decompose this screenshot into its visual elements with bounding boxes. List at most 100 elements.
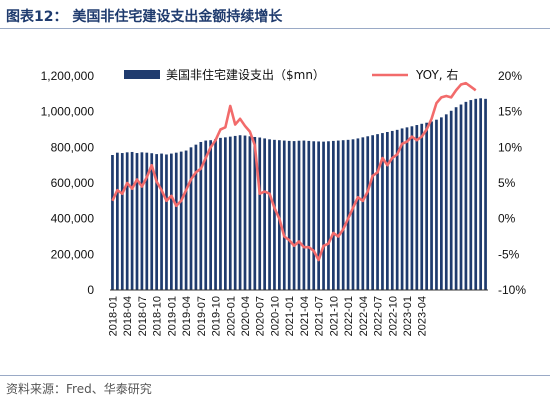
bar	[140, 152, 144, 290]
bar	[351, 139, 355, 290]
bar	[170, 153, 173, 290]
right-tick-label: 20%	[498, 69, 522, 83]
bar	[155, 154, 158, 290]
bar	[381, 133, 384, 290]
bar	[425, 122, 428, 290]
bar	[263, 138, 266, 290]
bar	[179, 151, 183, 290]
bar	[204, 140, 208, 290]
right-axis-labels: -10% -5% 0% 5% 10% 15% 20%	[498, 69, 526, 297]
bar	[464, 101, 468, 290]
bar	[111, 155, 114, 290]
bar	[484, 98, 487, 290]
x-tick-label: 2022-07	[373, 296, 385, 336]
x-tick-label: 2021-04	[299, 296, 311, 336]
x-tick-label: 2020-01	[225, 296, 237, 336]
bar	[297, 140, 301, 290]
bar	[135, 153, 139, 290]
bar	[386, 132, 389, 290]
bar	[449, 110, 453, 290]
bar	[410, 126, 414, 290]
x-tick-label: 2018-04	[122, 296, 134, 336]
x-tick-label: 2019-01	[166, 296, 178, 336]
bar	[376, 134, 379, 290]
bar	[444, 114, 448, 290]
bar	[268, 139, 271, 290]
left-tick-label: 400,000	[51, 212, 95, 226]
x-tick-label: 2021-10	[328, 296, 340, 336]
right-tick-label: -5%	[498, 247, 520, 261]
bar-series	[111, 98, 487, 291]
bar	[224, 137, 227, 290]
bar	[356, 138, 360, 290]
bar	[302, 140, 306, 290]
bar	[238, 135, 242, 290]
x-tick-label: 2020-10	[269, 296, 281, 336]
bar	[253, 136, 257, 290]
x-tick-label: 2023-04	[417, 296, 429, 336]
chart: 0 200,000 400,000 600,000 800,000 1,000,000 1,…	[41, 67, 527, 336]
legend-line-label: YOY, 右	[415, 67, 458, 82]
chart-title: 图表12： 美国非住宅建设支出金额持续增长	[6, 9, 283, 25]
bar	[282, 140, 286, 290]
bar	[292, 141, 296, 290]
source-note: 资料来源：Fred、华泰研究	[6, 382, 152, 396]
left-tick-label: 600,000	[51, 176, 95, 190]
right-tick-label: 5%	[498, 176, 516, 190]
left-tick-label: 800,000	[51, 140, 95, 154]
bar	[219, 137, 222, 290]
x-tick-label: 2020-07	[255, 296, 267, 336]
legend-bar-swatch	[124, 70, 160, 79]
left-tick-label: 1,200,000	[41, 69, 95, 83]
x-tick-label: 2022-01	[343, 296, 355, 336]
bar	[312, 141, 316, 290]
right-tick-label: 0%	[498, 212, 516, 226]
x-tick-label: 2018-10	[152, 296, 164, 336]
bar	[459, 104, 463, 290]
bar	[405, 127, 409, 290]
bar	[332, 140, 335, 290]
bar	[189, 147, 193, 290]
x-tick-label: 2018-01	[107, 296, 119, 336]
legend: 美国非住宅建设支出（$mn） YOY, 右	[124, 67, 458, 82]
right-tick-label: 15%	[498, 105, 522, 119]
legend-bar-label: 美国非住宅建设支出（$mn）	[166, 67, 325, 82]
right-tick-label: -10%	[498, 283, 526, 297]
bar	[440, 117, 443, 291]
x-tick-label: 2023-01	[402, 296, 414, 336]
bar	[454, 107, 458, 291]
x-tick-label: 2021-01	[284, 296, 296, 336]
bar	[145, 152, 149, 290]
bar	[130, 151, 134, 290]
left-tick-label: 1,000,000	[41, 105, 95, 119]
bar	[184, 150, 188, 290]
bar	[287, 140, 291, 290]
bar	[390, 130, 394, 290]
bar	[150, 153, 154, 290]
bar	[469, 100, 473, 290]
bar	[430, 121, 433, 290]
left-tick-label: 200,000	[51, 247, 95, 261]
x-axis-labels: 2018-01 2018-04 2018-07 2018-10 2019-01 2019-…	[107, 296, 428, 336]
right-tick-label: 10%	[498, 140, 522, 154]
left-axis-labels: 0 200,000 400,000 600,000 800,000 1,000,000 1,…	[41, 69, 95, 297]
bar	[278, 140, 281, 290]
bar	[194, 144, 198, 290]
bar	[420, 123, 424, 290]
bar	[341, 140, 345, 290]
bar	[327, 141, 330, 290]
bar	[258, 137, 262, 290]
bar	[415, 125, 419, 290]
bar	[174, 152, 178, 290]
bar	[336, 140, 340, 290]
bar	[160, 153, 163, 290]
x-tick-label: 2021-07	[314, 296, 326, 336]
bar	[366, 136, 370, 290]
bar	[371, 135, 374, 290]
bar	[233, 135, 237, 290]
bar	[317, 141, 320, 290]
x-tick-label: 2018-07	[137, 296, 149, 336]
x-tick-label: 2019-04	[181, 296, 193, 336]
bar	[395, 129, 399, 290]
bar	[435, 119, 438, 290]
